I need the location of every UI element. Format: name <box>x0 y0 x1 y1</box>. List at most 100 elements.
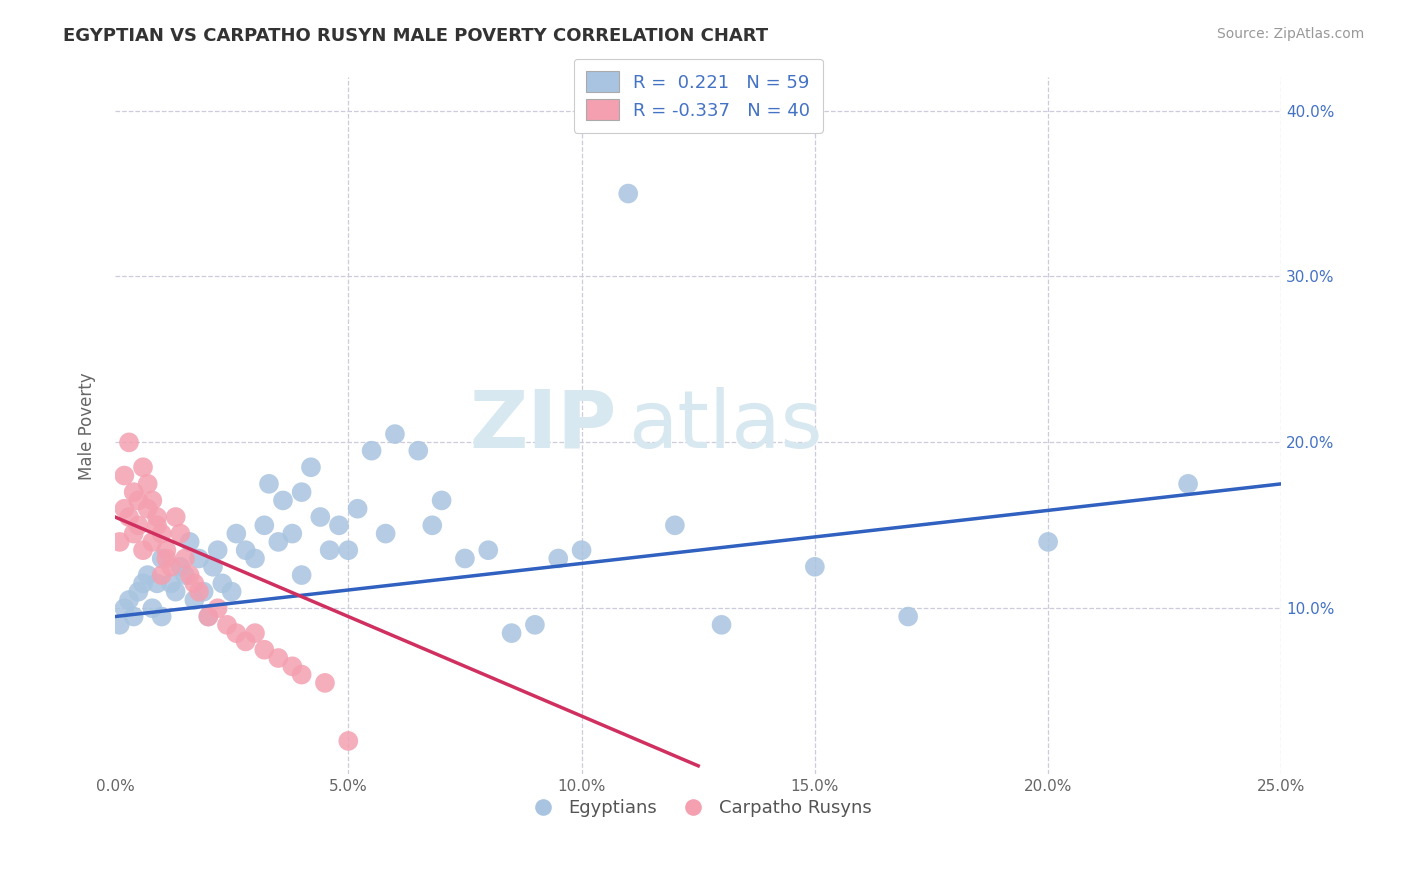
Point <box>165 584 187 599</box>
Point <box>165 510 187 524</box>
Point <box>179 535 201 549</box>
Point <box>243 626 266 640</box>
Point <box>188 551 211 566</box>
Point <box>122 609 145 624</box>
Point <box>188 584 211 599</box>
Point <box>267 535 290 549</box>
Point <box>169 526 191 541</box>
Point <box>197 609 219 624</box>
Point <box>253 642 276 657</box>
Point <box>146 510 169 524</box>
Point <box>169 559 191 574</box>
Text: Source: ZipAtlas.com: Source: ZipAtlas.com <box>1216 27 1364 41</box>
Point <box>235 543 257 558</box>
Point <box>547 551 569 566</box>
Point <box>132 543 155 558</box>
Point <box>118 510 141 524</box>
Point <box>136 501 159 516</box>
Point <box>112 601 135 615</box>
Point <box>420 518 443 533</box>
Point <box>225 526 247 541</box>
Point <box>571 543 593 558</box>
Point <box>299 460 322 475</box>
Point <box>201 559 224 574</box>
Point <box>141 493 163 508</box>
Point <box>430 493 453 508</box>
Point <box>1177 476 1199 491</box>
Point <box>179 568 201 582</box>
Point <box>215 617 238 632</box>
Text: EGYPTIAN VS CARPATHO RUSYN MALE POVERTY CORRELATION CHART: EGYPTIAN VS CARPATHO RUSYN MALE POVERTY … <box>63 27 769 45</box>
Point <box>174 551 197 566</box>
Point <box>291 667 314 681</box>
Point <box>281 659 304 673</box>
Point <box>108 617 131 632</box>
Point <box>112 501 135 516</box>
Text: ZIP: ZIP <box>470 387 617 465</box>
Point <box>150 551 173 566</box>
Point <box>337 734 360 748</box>
Point <box>267 651 290 665</box>
Point <box>406 443 429 458</box>
Point <box>112 468 135 483</box>
Point <box>211 576 233 591</box>
Point <box>146 576 169 591</box>
Point <box>346 501 368 516</box>
Point <box>221 584 243 599</box>
Point <box>118 593 141 607</box>
Point <box>122 526 145 541</box>
Point <box>374 526 396 541</box>
Point <box>127 518 149 533</box>
Point <box>243 551 266 566</box>
Point <box>225 626 247 640</box>
Point <box>1036 535 1059 549</box>
Point <box>160 576 183 591</box>
Point <box>617 186 640 201</box>
Point <box>314 676 336 690</box>
Point <box>122 485 145 500</box>
Point <box>141 601 163 615</box>
Point <box>360 443 382 458</box>
Point <box>118 435 141 450</box>
Point <box>207 543 229 558</box>
Point <box>454 551 477 566</box>
Point <box>477 543 499 558</box>
Point <box>141 535 163 549</box>
Point <box>183 576 205 591</box>
Point <box>897 609 920 624</box>
Point <box>710 617 733 632</box>
Point <box>253 518 276 533</box>
Point <box>523 617 546 632</box>
Point <box>108 535 131 549</box>
Point <box>174 568 197 582</box>
Y-axis label: Male Poverty: Male Poverty <box>79 372 96 480</box>
Point <box>291 568 314 582</box>
Point <box>804 559 827 574</box>
Point <box>281 526 304 541</box>
Point <box>136 476 159 491</box>
Point <box>193 584 215 599</box>
Point <box>257 476 280 491</box>
Point <box>207 601 229 615</box>
Point <box>235 634 257 648</box>
Point <box>136 568 159 582</box>
Text: atlas: atlas <box>628 387 823 465</box>
Point <box>664 518 686 533</box>
Point <box>183 593 205 607</box>
Point <box>150 568 173 582</box>
Point <box>337 543 360 558</box>
Point <box>271 493 294 508</box>
Point <box>501 626 523 640</box>
Point <box>150 526 173 541</box>
Point <box>291 485 314 500</box>
Point <box>132 460 155 475</box>
Point <box>155 543 177 558</box>
Point <box>197 609 219 624</box>
Point <box>160 559 183 574</box>
Point <box>150 609 173 624</box>
Point <box>155 551 177 566</box>
Legend: Egyptians, Carpatho Rusyns: Egyptians, Carpatho Rusyns <box>517 792 879 824</box>
Point <box>328 518 350 533</box>
Point <box>318 543 340 558</box>
Point <box>384 427 406 442</box>
